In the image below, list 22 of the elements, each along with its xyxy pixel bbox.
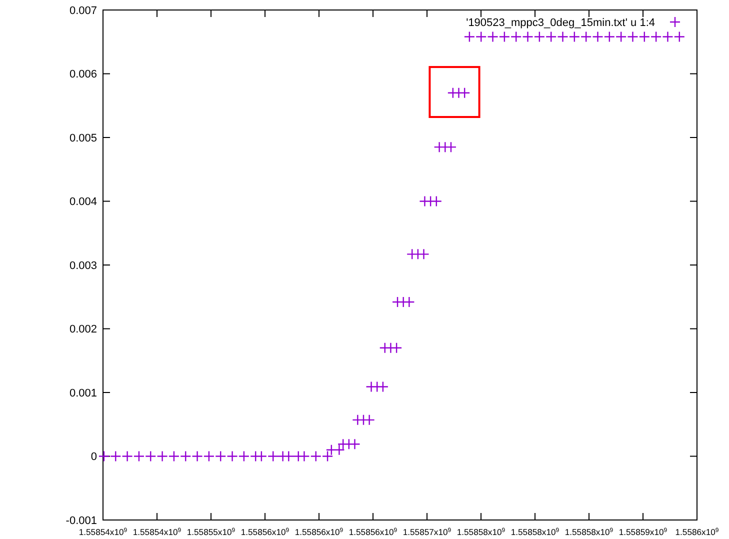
x-tick-label: 1.5586x10$^{9}$ [675, 527, 720, 537]
y-tick-label: 0.002 [69, 324, 97, 336]
y-tick-label: 0.001 [69, 387, 97, 400]
y-tick-label: -0.001 [66, 514, 97, 527]
x-tick-label: 1.55854x10$^{9}$ [132, 527, 182, 537]
y-tick-label: 0.004 [69, 196, 97, 208]
legend-label: '190523_mppc3_0deg_15min.txt' u 1:4 [466, 16, 655, 29]
y-tick-label: 0.005 [69, 132, 97, 144]
x-tick-label: 1.55856x10$^{9}$ [294, 527, 344, 537]
x-tick-label: 1.55855x10$^{9}$ [186, 527, 236, 537]
x-tick-label: 1.55858x10$^{9}$ [510, 527, 560, 537]
y-tick-label: 0.003 [69, 260, 97, 272]
x-tick-label: 1.55854x10$^{9}$ [78, 527, 128, 537]
x-tick-label: 1.55857x10$^{9}$ [402, 527, 452, 537]
x-tick-label: 1.55858x10$^{9}$ [456, 527, 506, 537]
x-tick-label: 1.55859x10$^{9}$ [618, 527, 668, 537]
y-tick-label: 0.006 [69, 68, 97, 81]
x-tick-label: 1.55856x10$^{9}$ [240, 527, 290, 537]
x-tick-label: 1.55858x10$^{9}$ [564, 527, 614, 537]
y-tick-label: 0 [90, 451, 97, 464]
x-tick-label: 1.55856x10$^{9}$ [348, 527, 398, 537]
y-tick-label: 0.007 [69, 4, 97, 17]
